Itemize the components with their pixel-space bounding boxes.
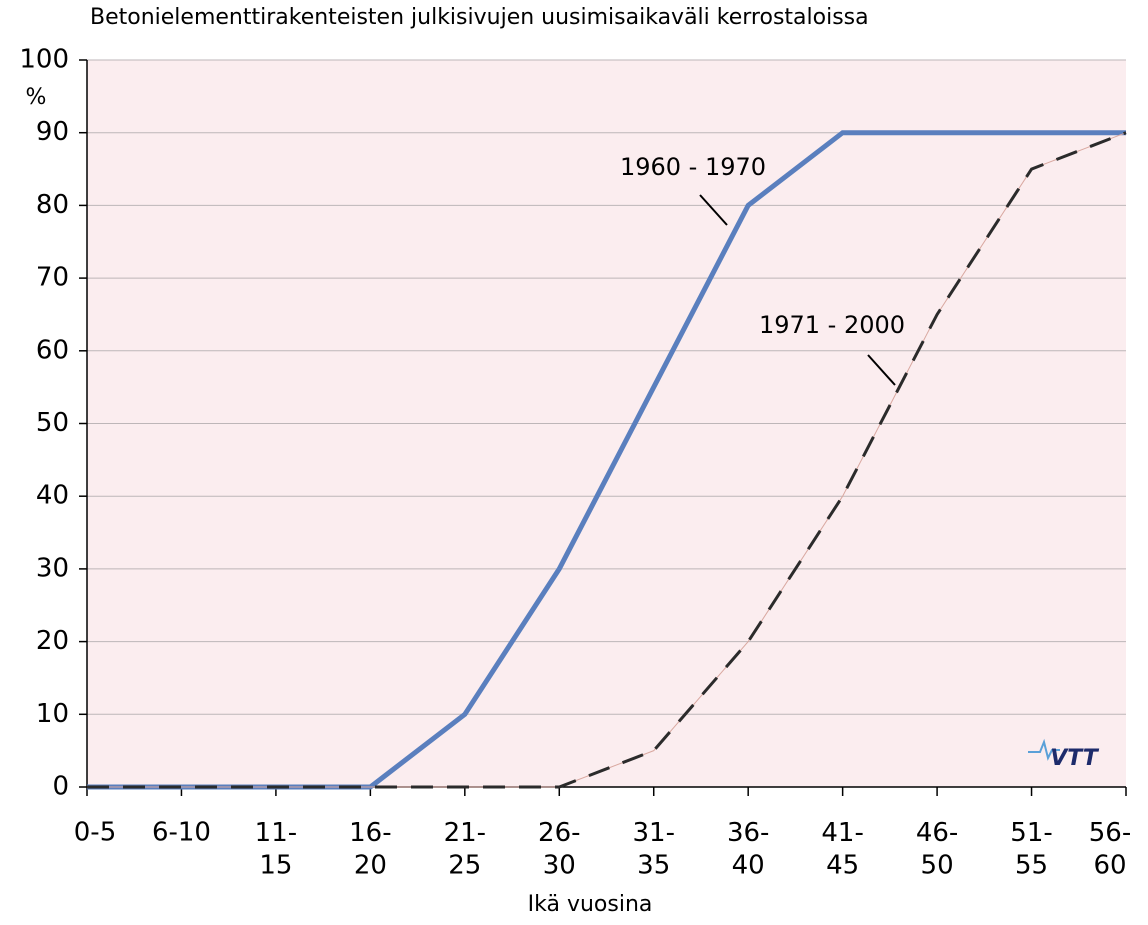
line: [87, 131, 1127, 789]
y-tick-label: 0: [52, 772, 69, 802]
x-tick-label: 31-35: [632, 818, 674, 881]
x-tick-label: 56-60: [1089, 818, 1131, 881]
x-tick-label: 11-15: [255, 818, 297, 881]
y-tick-label: 20: [36, 626, 69, 656]
y-tick-label: 70: [36, 263, 69, 293]
x-tick-label: 21-25: [444, 818, 486, 881]
x-tick-label: 0-5: [74, 818, 116, 848]
x-tick-label: 26-30: [538, 818, 580, 881]
series-label: 1960 - 1970: [620, 153, 766, 181]
y-tick-label: 30: [36, 553, 69, 583]
y-tick-label: 40: [36, 481, 69, 511]
x-tick-label: 41-45: [821, 818, 863, 881]
x-tick-label: 51-55: [1010, 818, 1052, 881]
leader-line: [867, 354, 896, 386]
y-unit: %: [26, 85, 47, 110]
x-axis-label: Ikä vuosina: [528, 892, 653, 917]
logo-mark: [1028, 738, 1060, 761]
y-tick-label: 60: [36, 335, 69, 365]
x-tick-label: 6-10: [152, 818, 211, 848]
y-tick-label: 80: [36, 190, 69, 220]
logo-text: VTT: [1050, 746, 1100, 771]
y-tick-label: 50: [36, 408, 69, 438]
y-tick-label: 90: [36, 117, 69, 147]
y-tick-label: 100: [19, 45, 69, 75]
plot: 0 10 20 30 40 50 60 70 80 90 100 0-5 6-10 11-15 16-20 2…: [19, 45, 1131, 881]
x-tick-label: 36-40: [727, 818, 769, 881]
y-tick-label: 10: [36, 699, 69, 729]
x-tick-label: 46-50: [916, 818, 958, 881]
logo: VTT: [1028, 738, 1100, 771]
leader-line: [699, 194, 728, 226]
x-tick-label: 16-20: [349, 818, 391, 881]
series-label: 1971 - 2000: [759, 311, 905, 339]
chart-title: Betonielementtirakenteisten julkisivujen…: [90, 5, 869, 30]
